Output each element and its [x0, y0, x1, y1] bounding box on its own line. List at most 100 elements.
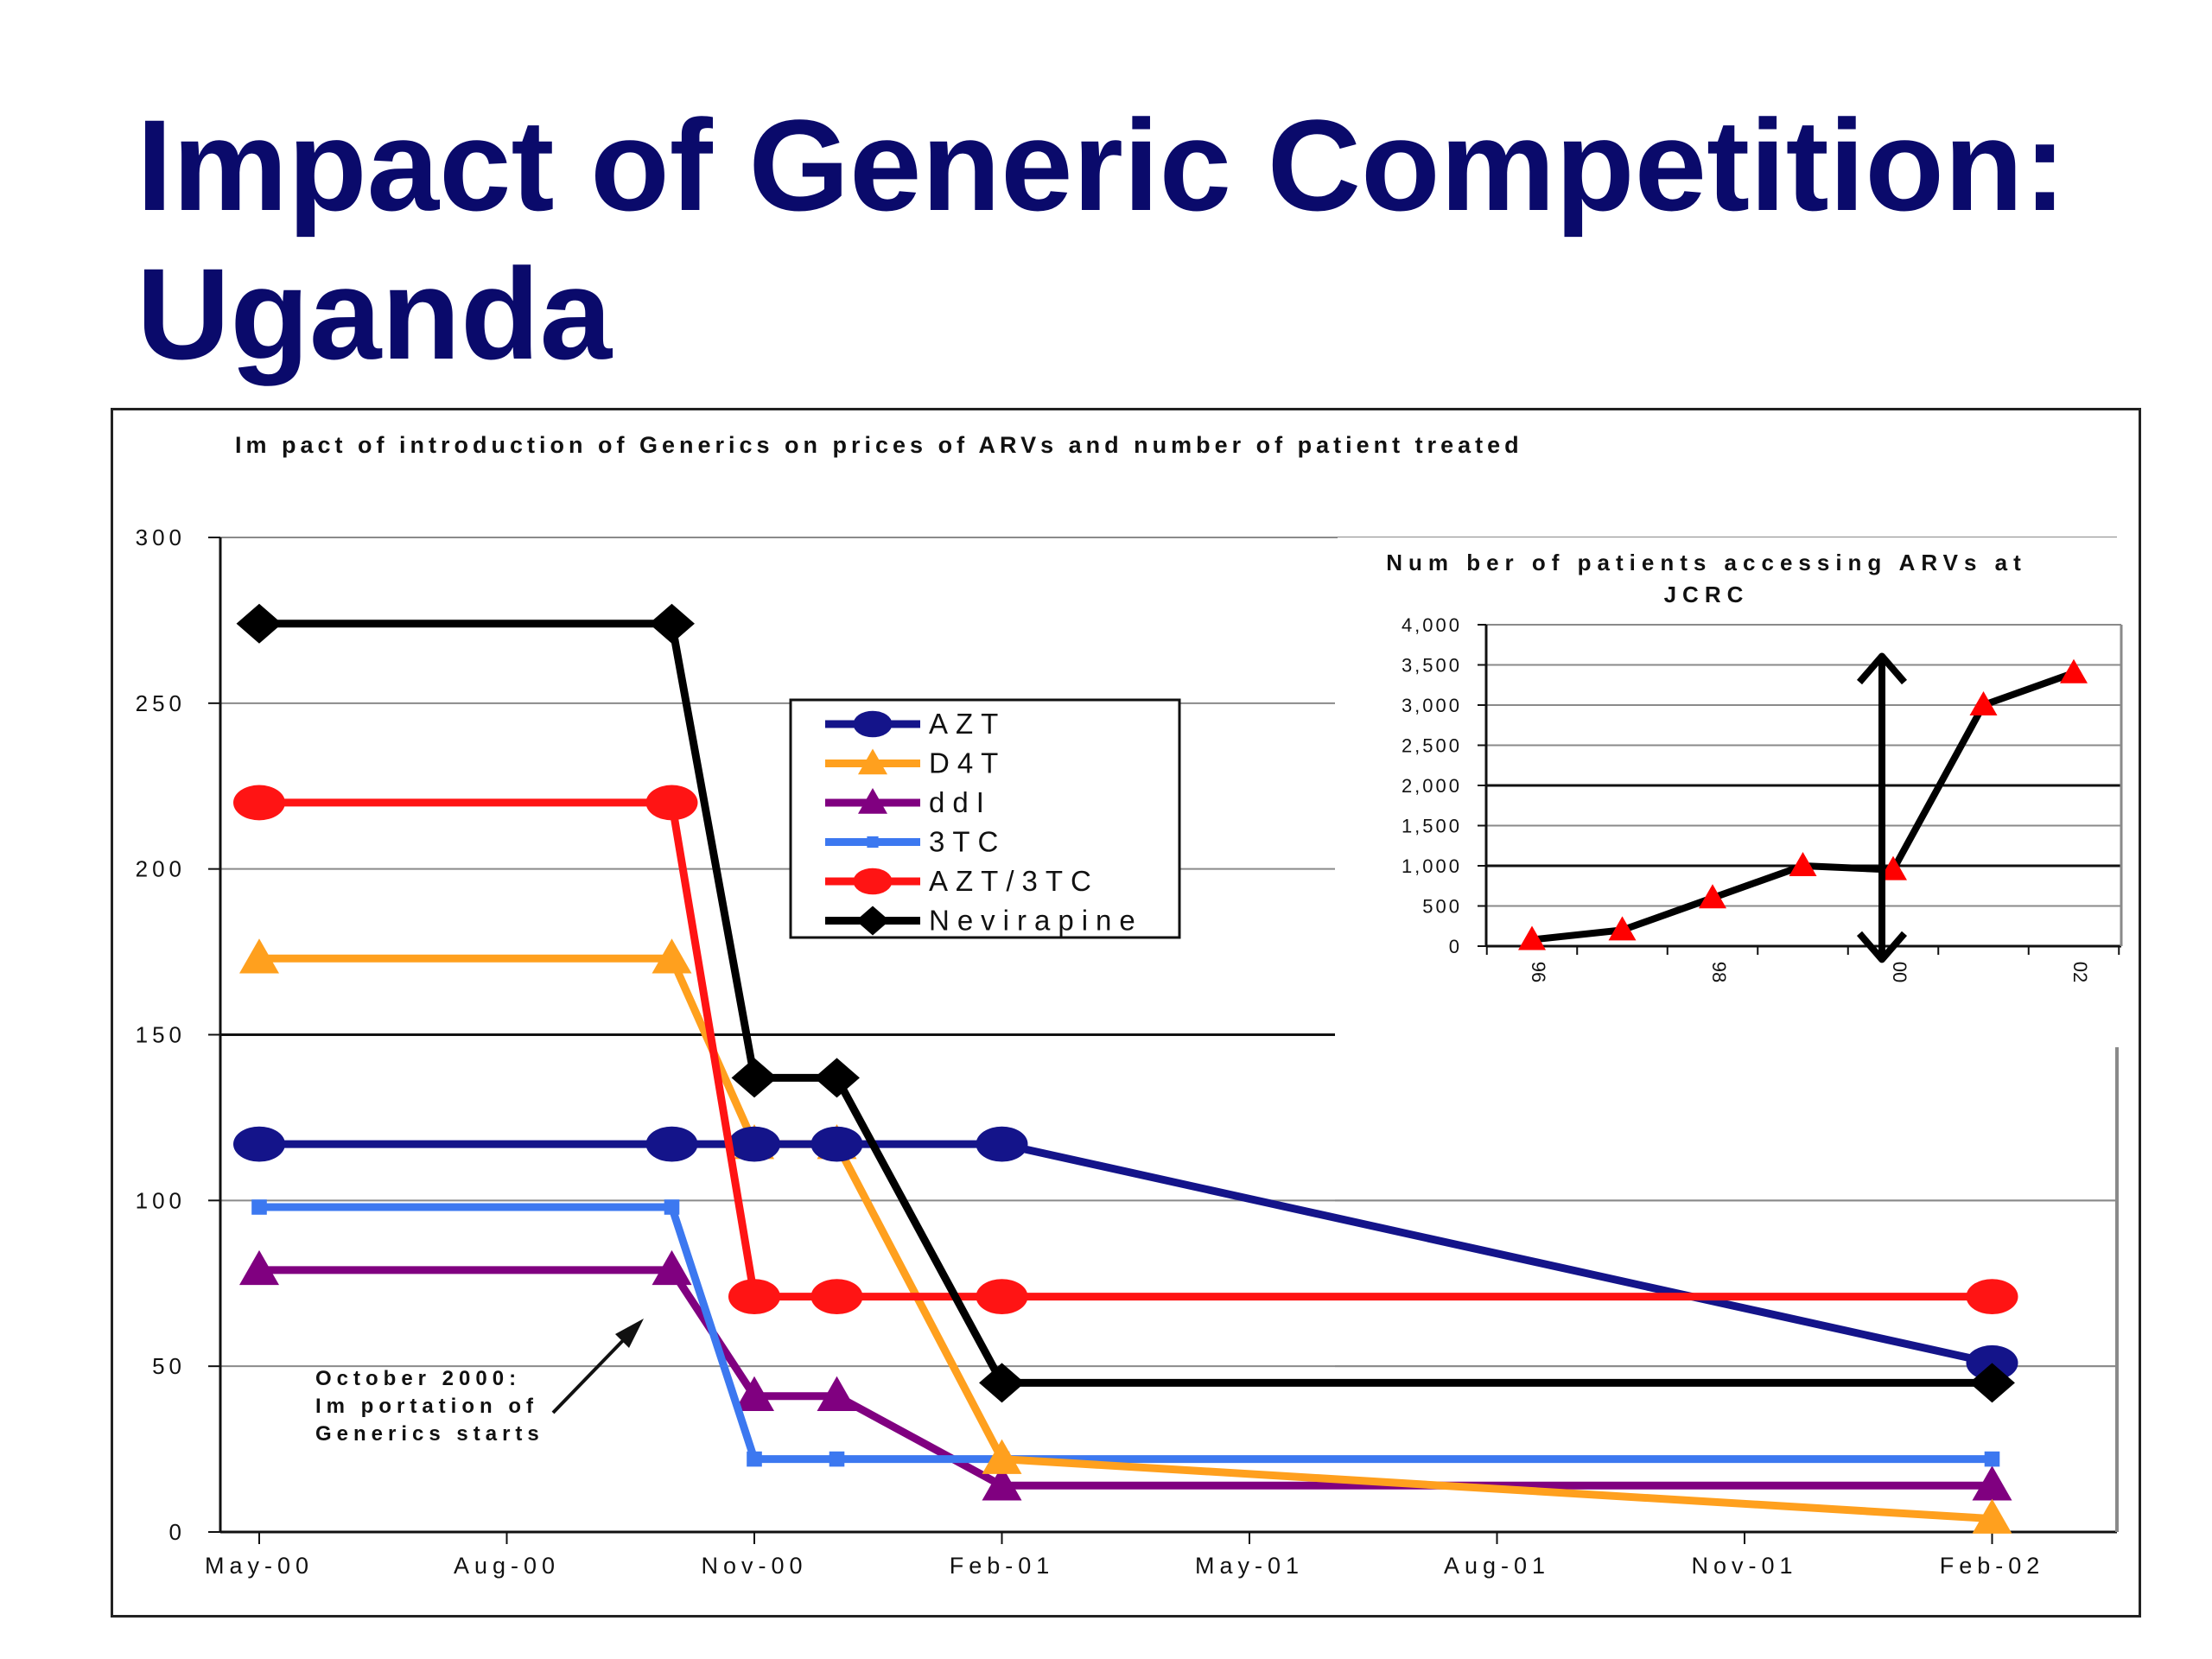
inset-arrow-head-top — [1856, 652, 1908, 685]
inset-y-tick-label: 1,500 — [1402, 816, 1462, 837]
data-point — [817, 1376, 857, 1411]
legend-box — [789, 698, 1181, 939]
x-tick-label: Aug-01 — [1444, 1553, 1550, 1579]
inset-y-tick-label: 2,000 — [1402, 775, 1462, 797]
inset-arrow-head-bottom — [1856, 931, 1908, 963]
data-point — [976, 1279, 1028, 1314]
data-point — [814, 1058, 860, 1098]
inset-data-point — [1879, 855, 1907, 880]
inset-title-line-1: Num ber of patients accessing ARVs at — [1386, 550, 2027, 575]
data-point — [1972, 1498, 2012, 1534]
x-tick-label: Aug-00 — [454, 1553, 560, 1579]
annotation-arrow-shaft — [551, 1329, 634, 1414]
data-point — [829, 1451, 845, 1467]
data-point — [728, 1279, 780, 1314]
legend-label: Nevirapine — [929, 905, 1143, 937]
inset-y-tick-label: 4,000 — [1402, 614, 1462, 636]
data-point — [645, 1126, 698, 1162]
inset-x-tick-label: 00 — [1889, 962, 1910, 982]
data-point — [734, 1376, 774, 1411]
main-axes: 0 50 100 150 200 250 300 May-00 Aug-00 Nov-00 Feb-… — [136, 524, 2119, 1579]
annotation-arrow-head — [615, 1319, 644, 1348]
data-point — [233, 1126, 285, 1162]
inset-data-point — [1969, 691, 1998, 715]
slide-title-line-2: Uganda — [137, 241, 613, 386]
inset-y-tick-label: 3,000 — [1402, 695, 1462, 716]
x-tick-label: Feb-01 — [950, 1553, 1055, 1579]
inset-data-point — [1789, 852, 1817, 876]
legend-label: D4T — [929, 747, 1006, 779]
inset-x-tick-label: 96 — [1528, 962, 1549, 982]
legend: AZT D4T ddI 3TC AZT/3TC Nevirapine — [789, 698, 1181, 939]
slide-title: Impact of Generic Competition: Uganda — [137, 91, 2067, 388]
legend-label: 3TC — [929, 826, 1006, 858]
legend-swatch-marker — [853, 710, 893, 738]
inset-x-tick-label: 98 — [1708, 962, 1730, 982]
data-point — [810, 1279, 863, 1314]
data-point — [239, 938, 279, 974]
inset-y-tick-label: 3,500 — [1402, 655, 1462, 677]
y-tick-label: 150 — [136, 1022, 186, 1048]
inset-data-point — [2060, 658, 2088, 683]
legend-swatch-marker — [858, 748, 887, 775]
slide-title-line-1: Impact of Generic Competition: — [137, 92, 2067, 238]
main-series — [233, 603, 2018, 1534]
legend-swatch-marker — [858, 788, 887, 814]
data-point — [251, 1199, 267, 1215]
data-point — [236, 603, 283, 644]
data-point — [652, 1249, 692, 1286]
data-point — [1966, 1344, 2018, 1381]
annotation-line-1: October 2000: — [315, 1367, 521, 1390]
inset-data-point — [1608, 916, 1637, 941]
x-tick-label: May-01 — [1195, 1553, 1304, 1579]
y-tick-label: 300 — [136, 524, 186, 550]
series-line — [259, 620, 1993, 1387]
annotation-line-2: Im portation of — [315, 1395, 538, 1418]
legend-swatch-marker — [855, 906, 890, 936]
y-tick-label: 0 — [169, 1519, 186, 1545]
data-point — [810, 1126, 863, 1162]
inset-y-tick-label: 2,500 — [1402, 735, 1462, 757]
y-tick-label: 250 — [136, 690, 186, 716]
inset-data-point — [1518, 925, 1546, 950]
data-point — [233, 785, 285, 821]
data-point — [652, 938, 692, 974]
x-tick-label: Feb-02 — [1940, 1553, 2045, 1579]
inset-background — [1338, 537, 2120, 1039]
legend-swatch-marker — [853, 868, 893, 895]
series-line — [259, 1266, 1993, 1490]
data-point — [1972, 1465, 2012, 1501]
chart-title: Im pact of introduction of Generics on p… — [235, 432, 1523, 458]
data-point — [649, 603, 695, 644]
x-tick-label: Nov-01 — [1691, 1553, 1797, 1579]
inset-title-line-2: JCRC — [1664, 582, 1750, 607]
inset-data-point — [1699, 884, 1726, 909]
y-tick-label: 100 — [136, 1187, 186, 1213]
x-tick-label: Nov-00 — [701, 1553, 807, 1579]
series-line — [259, 798, 1993, 1301]
y-tick-label: 50 — [152, 1353, 186, 1379]
inset-chart: Num ber of patients accessing ARVs at JCR… — [1338, 537, 2123, 1039]
inset-y-tick-label: 1,000 — [1402, 855, 1462, 877]
import-annotation: October 2000: Im portation of Generics sta… — [315, 1319, 644, 1446]
data-point — [645, 785, 698, 821]
data-point — [982, 1465, 1022, 1501]
data-point — [1984, 1451, 2000, 1467]
data-point — [982, 1439, 1022, 1474]
main-gridlines — [220, 537, 2117, 1368]
data-point — [979, 1363, 1025, 1403]
series-line — [259, 1140, 1993, 1367]
inset-y-tick-label: 500 — [1422, 896, 1462, 918]
y-tick-label: 200 — [136, 856, 186, 882]
data-point — [664, 1199, 680, 1215]
x-tick-label: May-00 — [205, 1553, 314, 1579]
series-line — [259, 1203, 1993, 1464]
data-point — [1966, 1279, 2018, 1314]
data-point — [728, 1126, 780, 1162]
data-point — [976, 1126, 1028, 1162]
legend-label: ddI — [929, 786, 992, 818]
inset-x-tick-label: 02 — [2069, 962, 2091, 982]
legend-label: AZT/3TC — [929, 865, 1099, 897]
data-point — [731, 1058, 778, 1098]
